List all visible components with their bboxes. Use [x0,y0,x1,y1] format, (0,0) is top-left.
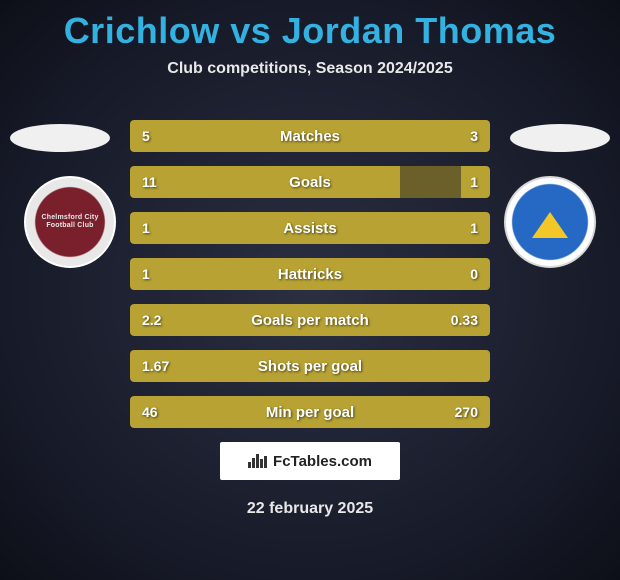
stat-label: Assists [130,212,490,244]
club-badge-left: Chelmsford City Football Club [24,176,116,268]
stat-row: 1Hattricks0 [130,258,490,290]
stat-value-right: 270 [443,396,490,428]
brand-logo: FcTables.com [220,442,400,480]
stat-row: 1Assists1 [130,212,490,244]
stat-value-right [466,350,490,382]
brand-bars-icon [248,454,267,468]
player-avatar-right [510,124,610,152]
stat-value-right: 3 [458,120,490,152]
club-badge-right [504,176,596,268]
stat-value-right: 1 [458,166,490,198]
stat-label: Goals per match [130,304,490,336]
stat-label: Goals [130,166,490,198]
player-avatar-left [10,124,110,152]
footer-date: 22 february 2025 [0,500,620,518]
stat-row: 1.67Shots per goal [130,350,490,382]
stat-row: 46Min per goal270 [130,396,490,428]
club-badge-left-label: Chelmsford City Football Club [39,191,101,253]
stat-value-right: 1 [458,212,490,244]
brand-text: FcTables.com [273,453,372,470]
club-left-name: Chelmsford City Football Club [39,214,101,229]
stat-label: Shots per goal [130,350,490,382]
stat-value-right: 0 [458,258,490,290]
stat-label: Matches [130,120,490,152]
stat-label: Min per goal [130,396,490,428]
stat-value-right: 0.33 [439,304,490,336]
stat-row: 11Goals1 [130,166,490,198]
stat-label: Hattricks [130,258,490,290]
stats-container: 5Matches311Goals11Assists11Hattricks02.2… [130,120,490,442]
page-title: Crichlow vs Jordan Thomas [0,0,620,52]
subtitle: Club competitions, Season 2024/2025 [0,60,620,78]
club-right-accent-icon [532,212,568,238]
stat-row: 5Matches3 [130,120,490,152]
stat-row: 2.2Goals per match0.33 [130,304,490,336]
